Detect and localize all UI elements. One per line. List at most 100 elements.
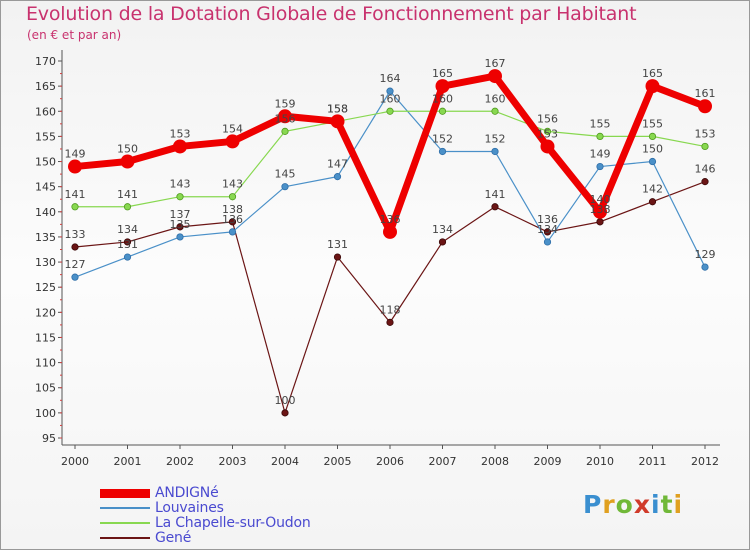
- data-point: [491, 203, 499, 211]
- data-point: [593, 204, 607, 219]
- data-point: [330, 114, 345, 129]
- data-label: 159: [275, 97, 296, 110]
- data-label: 141: [65, 188, 86, 201]
- data-point: [278, 109, 292, 124]
- data-point: [123, 238, 132, 246]
- data-label: 155: [590, 117, 611, 130]
- y-tick-label: 120: [35, 306, 56, 319]
- data-point: [701, 142, 709, 151]
- data-label: 143: [170, 178, 191, 191]
- data-label: 134: [537, 223, 558, 236]
- data-point: [543, 127, 552, 135]
- data-label: 152: [485, 132, 506, 145]
- data-point: [176, 223, 184, 231]
- y-tick-label: 125: [35, 281, 56, 294]
- data-point: [333, 173, 342, 181]
- y-tick-label: 110: [35, 357, 56, 370]
- y-tick-label: 165: [35, 80, 56, 93]
- chart-title: Evolution de la Dotation Globale de Fonc…: [26, 3, 637, 25]
- data-point: [491, 107, 499, 115]
- x-tick-label: 2009: [534, 455, 562, 468]
- data-label: 131: [117, 238, 138, 251]
- data-label: 149: [65, 148, 86, 161]
- data-point: [438, 147, 447, 156]
- data-label: 142: [642, 183, 663, 196]
- legend-label: La Chapelle-sur-Oudon: [155, 515, 311, 531]
- data-point: [176, 233, 184, 241]
- data-point: [540, 139, 555, 154]
- data-label: 129: [695, 248, 716, 261]
- data-label: 153: [170, 127, 191, 140]
- data-point: [383, 224, 397, 239]
- data-label: 136: [537, 213, 558, 226]
- data-label: 138: [222, 203, 243, 216]
- data-label: 141: [485, 188, 506, 201]
- data-point: [386, 87, 394, 95]
- logo-letter: i: [651, 490, 661, 519]
- data-point: [648, 157, 657, 166]
- data-label: 160: [485, 92, 506, 105]
- data-point: [71, 243, 79, 251]
- data-label: 145: [275, 168, 296, 181]
- data-point: [596, 162, 604, 171]
- data-label: 143: [222, 178, 243, 191]
- data-label: 153: [537, 127, 558, 140]
- data-label: 164: [380, 72, 401, 85]
- data-point: [438, 238, 447, 246]
- x-tick-label: 2011: [639, 455, 667, 468]
- data-point: [386, 107, 394, 115]
- data-label: 141: [117, 188, 138, 201]
- data-label: 150: [642, 143, 663, 156]
- data-point: [648, 198, 657, 206]
- legend-swatch: [100, 537, 150, 539]
- data-label: 137: [170, 208, 191, 221]
- data-label: 161: [695, 87, 716, 100]
- y-tick-label: 145: [35, 181, 56, 194]
- data-point: [701, 178, 709, 186]
- logo-letter: P: [583, 490, 603, 519]
- legend-swatch: [100, 507, 150, 509]
- data-label: 146: [695, 163, 716, 176]
- data-point: [281, 183, 289, 191]
- data-label: 152: [432, 132, 453, 145]
- data-point: [438, 107, 447, 115]
- data-label: 100: [275, 394, 296, 407]
- data-point: [698, 99, 712, 114]
- y-tick-label: 150: [35, 156, 56, 169]
- data-point: [491, 147, 499, 156]
- data-point: [228, 193, 237, 201]
- data-point: [543, 238, 552, 246]
- data-point: [68, 159, 82, 174]
- x-tick-label: 2007: [429, 455, 457, 468]
- data-label: 138: [590, 203, 611, 216]
- data-point: [176, 193, 184, 201]
- data-label: 136: [380, 213, 401, 226]
- y-tick-label: 100: [35, 407, 56, 420]
- legend-swatch: [100, 522, 150, 524]
- data-label: 147: [327, 158, 348, 171]
- y-tick-label: 155: [35, 130, 56, 143]
- data-label: 134: [117, 223, 138, 236]
- data-point: [701, 263, 709, 271]
- data-label: 118: [380, 303, 401, 316]
- data-label: 133: [65, 228, 86, 241]
- data-label: 150: [117, 143, 138, 156]
- data-label: 127: [65, 258, 86, 271]
- data-point: [596, 132, 604, 140]
- x-tick-label: 2005: [324, 455, 352, 468]
- x-tick-label: 2006: [376, 455, 404, 468]
- x-tick-label: 2000: [61, 455, 89, 468]
- data-point: [71, 203, 79, 211]
- y-tick-label: 160: [35, 105, 56, 118]
- data-point: [386, 318, 394, 326]
- data-point: [123, 253, 132, 261]
- data-point: [648, 132, 657, 140]
- y-tick-label: 140: [35, 206, 56, 219]
- data-point: [228, 218, 237, 226]
- data-label: 140: [590, 193, 611, 206]
- data-point: [281, 127, 289, 135]
- legend-label: Gené: [155, 530, 192, 546]
- data-point: [333, 253, 342, 261]
- data-point: [596, 218, 604, 226]
- data-point: [225, 134, 240, 149]
